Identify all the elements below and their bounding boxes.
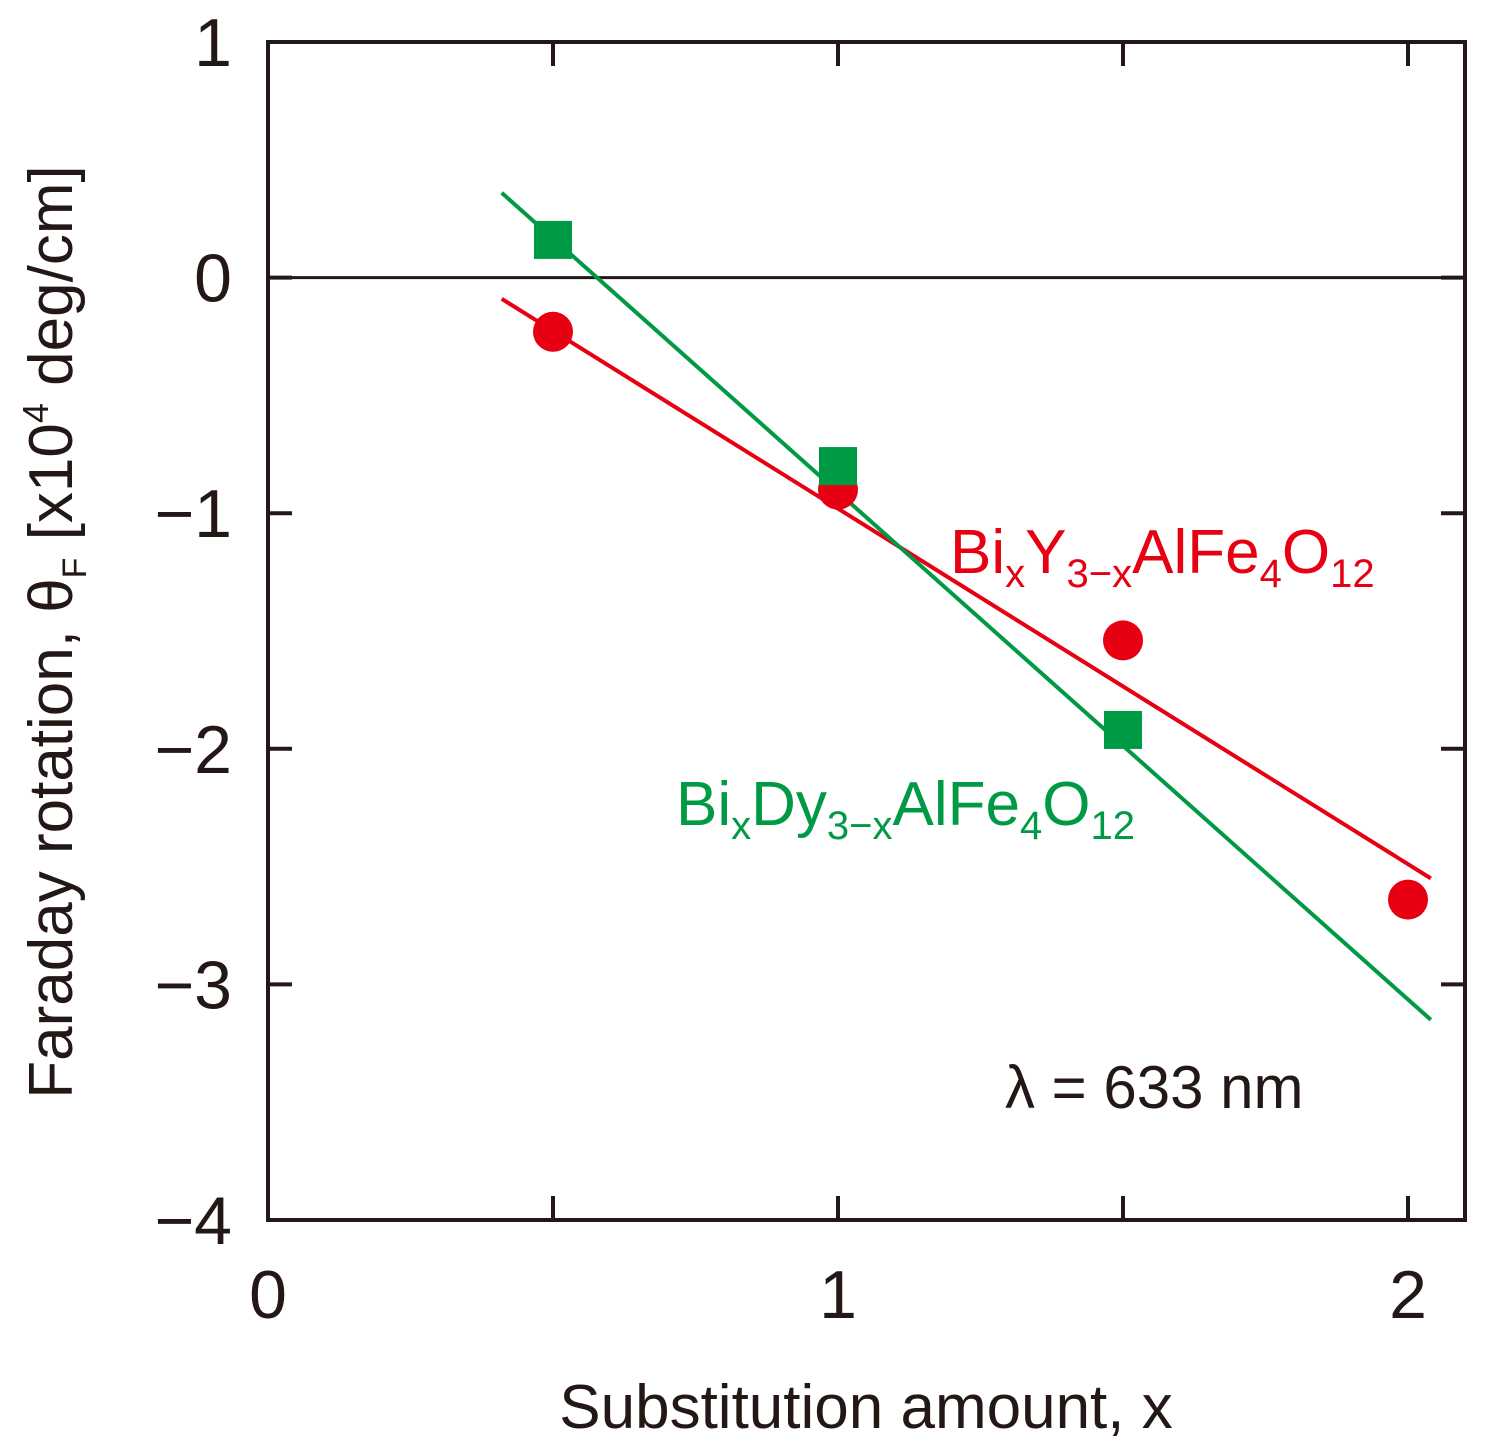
series-0-point xyxy=(1103,620,1143,661)
series-label-part: AlFe xyxy=(893,770,1020,839)
axis-ticks-group xyxy=(266,40,1465,1222)
series-label-part: 4 xyxy=(1020,804,1042,848)
series-label-part: 4 xyxy=(1260,552,1282,596)
y-tick-label: −1 xyxy=(154,476,232,552)
x-tick-label: 2 xyxy=(1389,1257,1427,1333)
y-tick-label: 0 xyxy=(194,241,232,317)
y-axis-title-main: Faraday rotation, θ xyxy=(17,578,86,1098)
y-axis-title-unit-suffix: deg/cm] xyxy=(17,165,86,403)
series-label-part: 12 xyxy=(1330,552,1375,596)
series-1-point xyxy=(819,447,857,486)
series-label-part: x xyxy=(1005,552,1025,596)
series-label-part: Y xyxy=(1025,518,1066,587)
x-axis-title: Substitution amount, x xyxy=(559,1373,1172,1442)
y-tick-label: −3 xyxy=(154,947,232,1023)
x-tick-label: 0 xyxy=(249,1257,287,1333)
series-label-part: Bi xyxy=(676,770,731,839)
series-label-part: O xyxy=(1282,518,1330,587)
series-1-fit-line xyxy=(500,191,1433,1022)
fit-lines-group xyxy=(500,191,1433,1022)
series-label-part: 3−x xyxy=(827,804,893,848)
series-label-part: Dy xyxy=(751,770,827,839)
wavelength-annotation: λ = 633 nm xyxy=(1005,1054,1304,1121)
tick-labels-group: 10−1−2−3−40 1 2 xyxy=(154,5,1426,1333)
series-label-part: O xyxy=(1042,770,1090,839)
series-label-part: x xyxy=(731,804,751,848)
series-label-part: Bi xyxy=(950,518,1005,587)
series-1-label: BixDy3−xAlFe4O12 xyxy=(676,770,1135,848)
x-tick-label: 1 xyxy=(819,1257,857,1333)
y-axis-title-unit-prefix: [x10 xyxy=(17,423,86,557)
series-0-point xyxy=(1388,879,1428,920)
y-tick-label: −4 xyxy=(154,1183,232,1259)
y-axis-title: Faraday rotation, θF [x104 deg/cm] xyxy=(15,165,94,1098)
series-0-point xyxy=(533,311,573,352)
series-label-part: AlFe xyxy=(1132,518,1259,587)
series-0-label: BixY3−xAlFe4O12 xyxy=(950,518,1375,596)
y-tick-label: −2 xyxy=(154,712,232,788)
y-tick-label: 1 xyxy=(194,5,232,81)
series-0-fit-line xyxy=(500,297,1432,881)
y-axis-title-subscript: F xyxy=(56,558,94,579)
data-points-group xyxy=(533,220,1428,920)
series-1-point xyxy=(534,220,572,259)
series-1-point xyxy=(1104,710,1142,749)
y-axis-title-exponent: 4 xyxy=(15,403,56,423)
series-label-part: 3−x xyxy=(1067,552,1133,596)
series-label-part: 12 xyxy=(1091,804,1136,848)
plot-frame xyxy=(266,40,1467,1222)
